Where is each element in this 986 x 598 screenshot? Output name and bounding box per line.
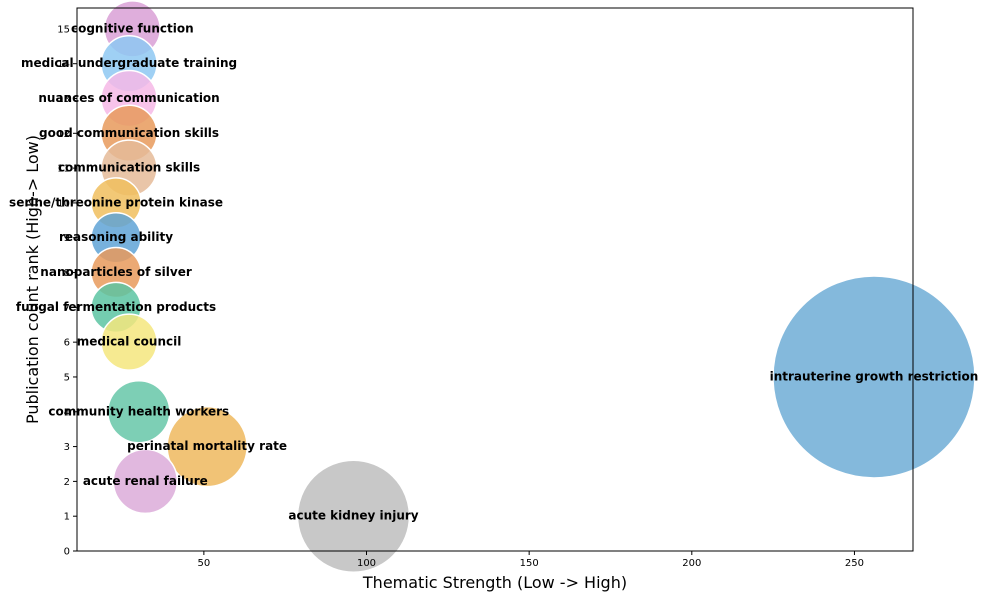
y-tick-label: 6 (64, 338, 70, 349)
y-tick-label: 1 (64, 512, 70, 523)
y-tick-label: 2 (64, 477, 70, 488)
bubble-point (107, 380, 171, 444)
bubble-label-layer: cognitive function medical undergraduate … (9, 21, 978, 522)
y-tick-label: 14 (57, 59, 70, 70)
bubble-point (100, 313, 158, 371)
bubble-label: acute kidney injury (288, 509, 418, 523)
y-tick-label: 0 (64, 547, 70, 558)
y-tick-label: 13 (57, 94, 70, 105)
bubble-label: community health workers (48, 404, 229, 418)
bubble-label: reasoning ability (59, 230, 173, 244)
plot-area-frame (76, 7, 914, 552)
bubble-label: cognitive function (71, 21, 194, 35)
bubble-layer (90, 0, 976, 573)
y-tick-label: 3 (64, 442, 70, 453)
bubble-label: communication skills (58, 161, 200, 175)
bubble-label: nuances of communication (38, 91, 219, 105)
y-axis-title: Publication count rank (High-> Low) (23, 135, 42, 424)
bubble-label: perinatal mortality rate (127, 439, 287, 453)
bubble-label: serine/threonine protein kinase (9, 195, 223, 209)
bubble-point (772, 275, 976, 479)
y-tick-label: 7 (64, 303, 70, 314)
y-tick-label: 10 (57, 198, 70, 209)
bubble-label: fungal fermentation products (16, 300, 216, 314)
x-tick-label: 50 (197, 558, 210, 569)
bubble-label: acute renal failure (83, 474, 208, 488)
bubble-label: medical undergraduate training (21, 56, 237, 70)
x-tick-label: 250 (845, 558, 864, 569)
bubble-label: good communication skills (39, 126, 219, 140)
x-tick-label: 150 (520, 558, 539, 569)
x-axis-title: Thematic Strength (Low -> High) (362, 573, 627, 592)
bubble-label: intrauterine growth restriction (770, 369, 979, 383)
y-tick-label: 4 (64, 407, 70, 418)
y-tick-label: 5 (64, 372, 70, 383)
bubble-label: medical council (77, 335, 182, 349)
x-axis-ticks: 50 100 150 200 250 (197, 551, 864, 569)
bubble-label: nanoparticles of silver (40, 265, 192, 279)
y-tick-label: 9 (64, 233, 70, 244)
bubble-point (166, 405, 248, 488)
bubble-point (112, 448, 179, 515)
y-tick-label: 8 (64, 268, 70, 279)
y-tick-label: 15 (57, 24, 70, 35)
x-tick-label: 200 (682, 558, 701, 569)
y-tick-label: 11 (57, 164, 70, 175)
bubble-point (296, 459, 411, 573)
y-tick-label: 12 (57, 129, 70, 140)
x-tick-label: 100 (357, 558, 376, 569)
